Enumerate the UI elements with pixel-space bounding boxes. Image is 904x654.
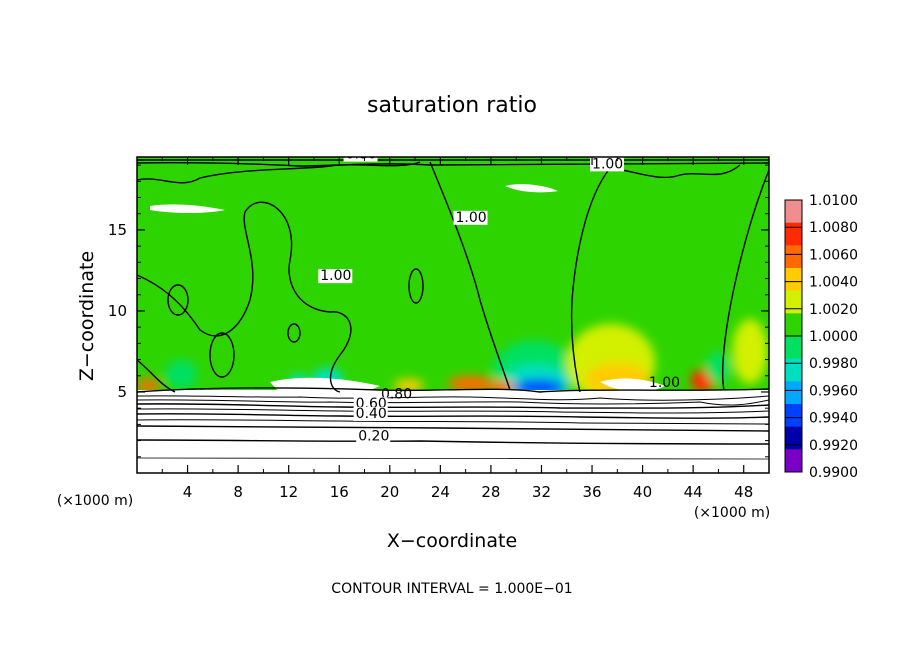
colorbar-swatch [785,290,802,314]
contour-label: 1.00 [592,156,623,172]
contour-label-background [318,269,353,284]
x-axis-ticks: 4 8 12 16 20 24 28 32 36 40 44 48 [161,157,753,501]
contour-label-background [353,406,388,421]
colorbar: 1.0100 1.0080 1.0060 1.0040 1.0020 1.0000 0.99… [784,193,858,481]
colorbar-swatch [785,313,802,337]
x-axis-label: X−coordinate [387,530,517,552]
y-tick-label: 5 [117,383,127,401]
x-unit-label: (×1000 m) [694,505,770,521]
contour-label: 1.00 [320,268,351,284]
colorbar-label: 1.0100 [809,193,858,209]
colorbar-label: 1.0000 [809,329,858,345]
colorbar-swatch [785,358,802,382]
shaded-patch [164,359,198,389]
colorbar-swatch [785,381,802,405]
shaded-patch [705,351,732,384]
x-tick-label: 48 [734,483,753,501]
contour-lines [137,159,769,393]
colorbar-label: 0.9980 [809,356,858,372]
colorbar-swatch [785,200,802,224]
chart-title: saturation ratio [367,93,537,118]
shaded-patch [393,379,424,392]
x-tick-label: 20 [380,483,399,501]
colorbar-swatch [785,449,802,473]
shaded-patch [137,379,162,392]
x-tick-label: 8 [233,483,243,501]
y-tick-label: 15 [108,221,127,239]
colorbar-label: 1.0040 [809,275,858,291]
colorbar-swatch [785,222,802,246]
x-tick-label: 12 [279,483,298,501]
contour-label: 0.20 [358,429,389,445]
y-axis-label: Z−coordinate [76,251,98,381]
contour-labels: 0.801.001.001.001.000.800.600.400.20 [318,147,680,445]
plot-field: 0.801.001.001.001.000.800.600.400.20 [137,147,769,473]
lower-contour-lines [137,387,769,460]
x-tick-label: 28 [481,483,500,501]
shaded-patch [732,319,768,384]
colorbar-label: 1.0080 [809,220,858,236]
contour-label: 0.80 [381,386,412,402]
contour-label-background [590,157,625,172]
y-axis-ticks: 5 10 15 [108,164,769,458]
x-tick-label: 24 [431,483,450,501]
colorbar-label: 0.9960 [809,383,858,399]
x-tick-label: 4 [183,483,193,501]
x-tick-label: 32 [532,483,551,501]
shaded-patch [447,375,494,392]
contour-label-background [453,210,488,225]
contour-label: 1.00 [456,210,487,226]
x-tick-label: 44 [684,483,703,501]
colorbar-swatch [785,404,802,428]
contour-interval-note: CONTOUR INTERVAL = 1.000E−01 [331,581,572,597]
contour-label: 0.40 [356,406,387,422]
x-tick-label: 36 [582,483,601,501]
y-tick-label: 10 [108,302,127,320]
x-tick-label: 40 [633,483,652,501]
contour-label: 0.80 [346,147,377,163]
colorbar-label: 1.0060 [809,247,858,263]
plot-frame [136,156,770,474]
colorbar-swatch [785,268,802,292]
colorbar-swatch [785,245,802,269]
contour-label-background [356,429,391,444]
colorbar-label: 0.9940 [809,411,858,427]
colorbar-label: 0.9900 [809,465,858,481]
contour-label-background [343,157,378,162]
x-tick-label: 16 [330,483,349,501]
z-unit-label: (×1000 m) [57,493,133,509]
colorbar-swatch [785,336,802,360]
colorbar-label: 0.9920 [809,438,858,454]
contour-label: 1.00 [649,375,680,391]
colorbar-label: 1.0020 [809,302,858,318]
colorbar-swatch [785,426,802,450]
